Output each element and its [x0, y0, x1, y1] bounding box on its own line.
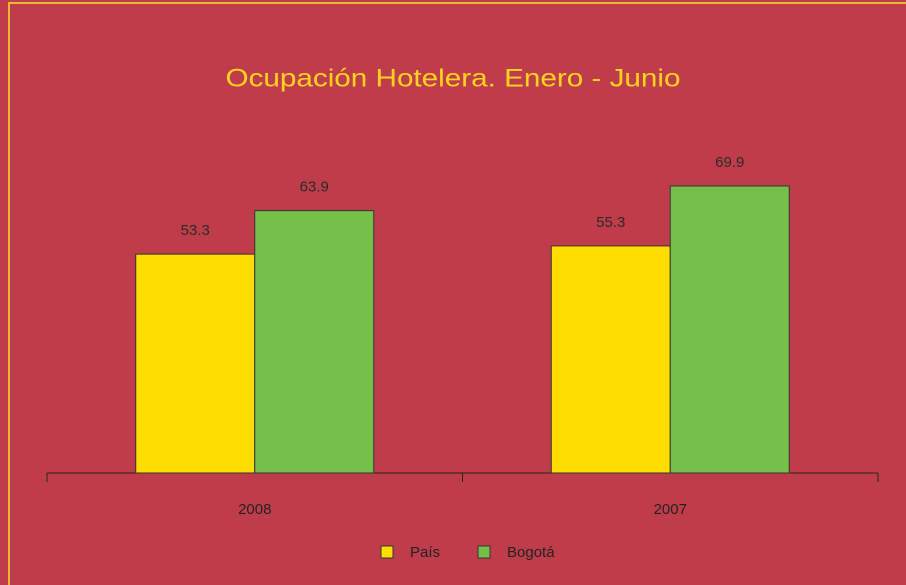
legend-label: País [410, 544, 440, 561]
value-label: 55.3 [596, 214, 625, 231]
legend-label: Bogotá [507, 544, 555, 561]
bar [550, 245, 671, 474]
frame [8, 2, 906, 585]
bar [669, 185, 790, 474]
bar [254, 210, 375, 474]
value-label: 63.9 [300, 179, 329, 196]
value-label: 69.9 [715, 154, 744, 171]
chart-title: Ocupación Hotelera. Enero - Junio [226, 65, 681, 93]
x-tick-label: 2008 [238, 501, 271, 518]
value-label: 53.3 [181, 222, 210, 239]
legend-swatch [477, 545, 491, 559]
legend-swatch [380, 545, 394, 559]
bar [135, 253, 256, 474]
x-tick-label: 2007 [654, 501, 687, 518]
